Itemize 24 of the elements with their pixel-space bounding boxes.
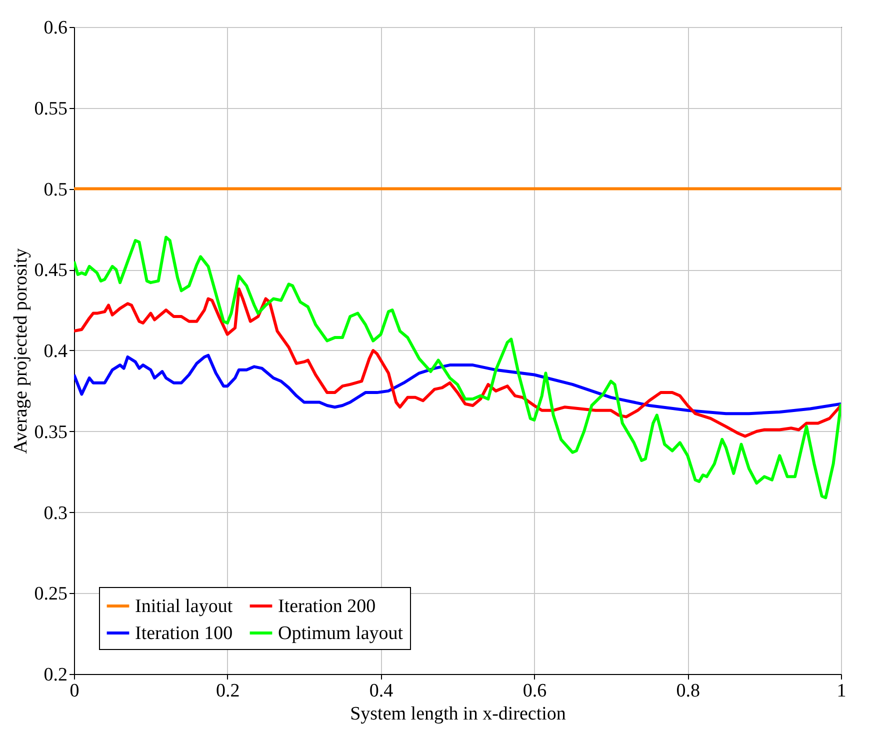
x-axis-title: System length in x-direction [350,704,566,724]
y-tick-label: 0.2 [44,664,68,686]
legend-label: Iteration 200 [278,596,376,617]
y-tick-label: 0.4 [44,341,68,362]
legend-label: Optimum layout [278,623,404,644]
legend-label: Initial layout [135,596,234,617]
y-tick-label: 0.6 [44,18,68,38]
y-tick-label: 0.5 [44,179,68,200]
x-tick-label: 1 [836,680,846,702]
y-tick-label: 0.45 [34,260,68,282]
x-tick-label: 0.4 [369,680,394,702]
line-series [74,354,841,416]
line-series [74,288,841,438]
x-tick-label: 0.6 [522,680,547,702]
y-axis-title: Average projected porosity [10,248,32,454]
x-tick-label: 0 [70,680,80,702]
line-series [74,236,841,500]
y-tick-label: 0.55 [34,98,68,120]
x-tick-label: 0.8 [676,680,700,702]
y-tick-label: 0.3 [44,502,68,524]
legend-label: Iteration 100 [135,623,233,644]
y-tick-label: 0.35 [34,422,68,443]
x-tick-label: 0.2 [216,680,240,702]
y-tick-label: 0.25 [34,584,68,605]
